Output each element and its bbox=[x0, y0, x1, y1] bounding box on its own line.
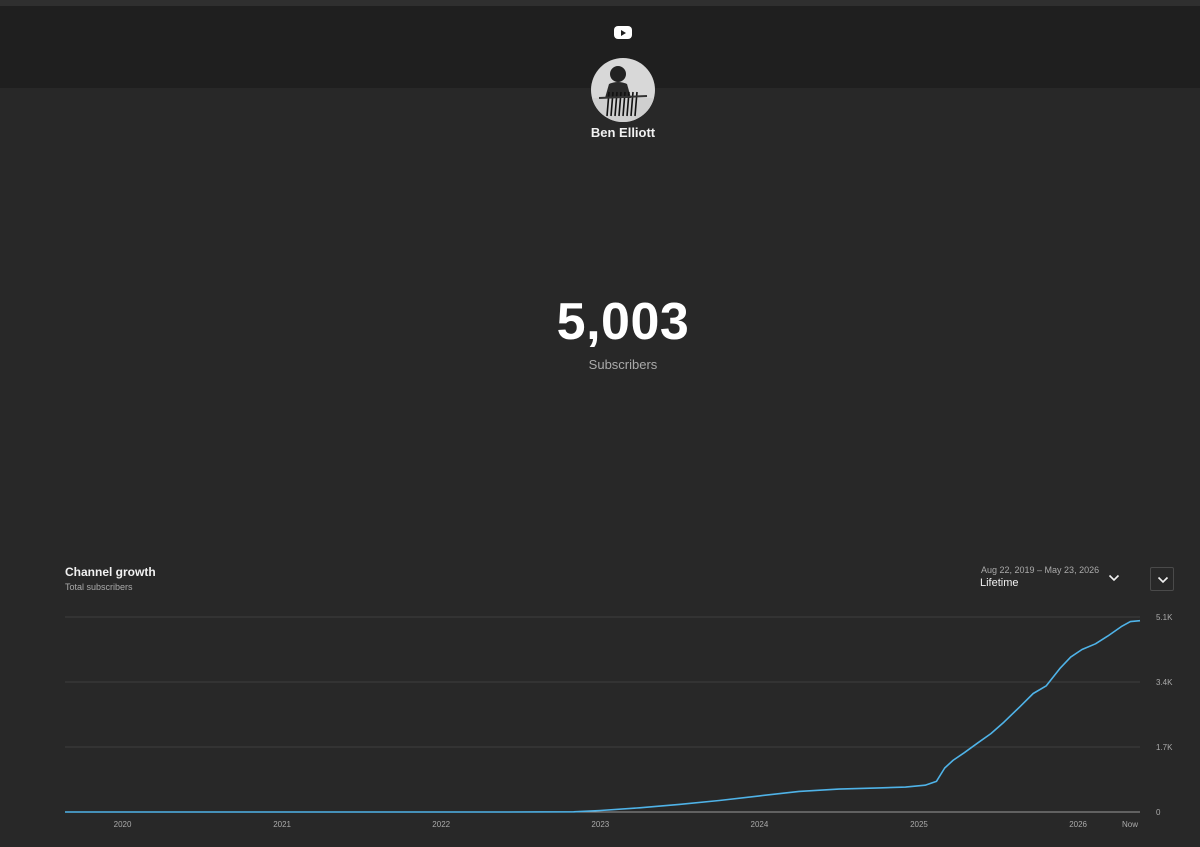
x-tick-label: 2023 bbox=[591, 820, 609, 829]
top-edge bbox=[0, 0, 1200, 6]
subscribers-line bbox=[65, 619, 1141, 813]
chevron-down-icon bbox=[1157, 576, 1169, 584]
x-tick-label: 2021 bbox=[273, 820, 291, 829]
period-label: Lifetime bbox=[980, 577, 1019, 589]
date-range-dropdown[interactable]: Aug 22, 2019 – May 23, 2026 Lifetime bbox=[975, 564, 1125, 594]
channel-name[interactable]: Ben Elliott bbox=[590, 125, 656, 140]
x-tick-label: 2022 bbox=[432, 820, 450, 829]
y-tick-label: 5.1K bbox=[1156, 613, 1173, 622]
youtube-icon[interactable] bbox=[614, 26, 632, 39]
y-tick-label: 3.4K bbox=[1156, 678, 1173, 687]
chart-subtitle: Total subscribers bbox=[65, 582, 133, 592]
chevron-down-icon bbox=[1108, 574, 1120, 582]
subscriber-growth-chart: 0 1.7K 3.4K 5.1K 2020 2021 2022 2023 2024 2025 202… bbox=[65, 613, 1173, 829]
x-tick-label: 2026 bbox=[1069, 820, 1087, 829]
x-tick-label: 2020 bbox=[114, 820, 132, 829]
expand-chart-button[interactable] bbox=[1150, 567, 1174, 591]
x-tick-label: 2024 bbox=[751, 820, 769, 829]
channel-avatar[interactable] bbox=[591, 58, 655, 122]
x-tick-label: Now bbox=[1122, 820, 1138, 829]
subscriber-label: Subscribers bbox=[588, 357, 658, 372]
subscriber-count: 5,003 bbox=[556, 293, 690, 351]
chart-title: Channel growth bbox=[65, 565, 156, 579]
date-range-text: Aug 22, 2019 – May 23, 2026 bbox=[981, 565, 1100, 575]
y-tick-label: 0 bbox=[1156, 808, 1161, 817]
y-tick-label: 1.7K bbox=[1156, 743, 1173, 752]
x-tick-label: 2025 bbox=[910, 820, 928, 829]
